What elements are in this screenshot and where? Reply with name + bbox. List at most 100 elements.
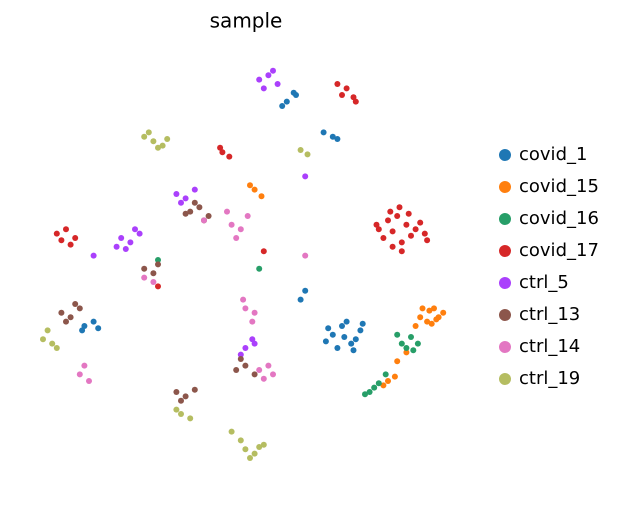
- point: [79, 327, 86, 334]
- point: [118, 235, 125, 241]
- point: [359, 320, 366, 327]
- point: [63, 318, 69, 325]
- point: [178, 199, 184, 206]
- point: [419, 305, 426, 312]
- point: [417, 314, 424, 321]
- point: [244, 213, 251, 219]
- point: [260, 248, 267, 255]
- legend-marker: [499, 277, 511, 289]
- point: [240, 296, 247, 303]
- point: [283, 98, 290, 105]
- point: [350, 347, 357, 354]
- point: [375, 380, 382, 387]
- point: [251, 371, 258, 378]
- point: [394, 331, 401, 338]
- point: [242, 362, 249, 369]
- point: [237, 351, 244, 358]
- point: [389, 243, 396, 250]
- point: [352, 336, 359, 343]
- point: [412, 226, 419, 233]
- point: [67, 241, 74, 248]
- legend-marker: [499, 341, 511, 353]
- point: [178, 397, 184, 404]
- legend-label: covid_15: [519, 176, 599, 197]
- point: [279, 103, 286, 109]
- point: [44, 327, 51, 334]
- point: [408, 334, 414, 340]
- point: [219, 149, 226, 156]
- legend-marker: [499, 181, 511, 193]
- point: [352, 98, 359, 105]
- point: [424, 318, 431, 325]
- point: [357, 327, 364, 334]
- point: [81, 362, 88, 369]
- point: [260, 441, 267, 448]
- point: [414, 340, 421, 347]
- point: [63, 226, 69, 233]
- point: [256, 265, 263, 272]
- point: [398, 248, 405, 255]
- point: [217, 144, 224, 151]
- point: [191, 186, 198, 193]
- point: [339, 92, 345, 98]
- point: [122, 246, 129, 252]
- point: [249, 336, 256, 343]
- point: [302, 173, 309, 180]
- point: [260, 375, 267, 382]
- point: [127, 239, 134, 246]
- point: [141, 265, 148, 272]
- point: [141, 133, 148, 140]
- point: [362, 391, 368, 398]
- point: [155, 261, 161, 268]
- point: [226, 153, 233, 160]
- point: [191, 199, 198, 206]
- point: [389, 228, 396, 235]
- point: [72, 301, 79, 307]
- point: [265, 362, 272, 369]
- point: [187, 208, 194, 215]
- point: [256, 76, 263, 83]
- point: [237, 437, 244, 444]
- chart-title: sample: [210, 9, 283, 33]
- point: [58, 309, 65, 316]
- point: [428, 320, 435, 327]
- point: [339, 323, 345, 329]
- point: [440, 309, 447, 316]
- point: [49, 340, 56, 347]
- point: [90, 252, 97, 259]
- legend-label: ctrl_13: [519, 304, 580, 325]
- point: [320, 129, 327, 136]
- point: [187, 415, 194, 422]
- point: [380, 382, 387, 389]
- point: [260, 85, 267, 92]
- point: [270, 371, 276, 378]
- point: [329, 331, 336, 338]
- point: [385, 217, 391, 224]
- point: [182, 195, 189, 202]
- point: [173, 389, 180, 395]
- point: [90, 318, 97, 325]
- point: [290, 89, 297, 96]
- point: [155, 144, 161, 151]
- point: [251, 340, 258, 347]
- point: [164, 136, 171, 142]
- point: [431, 305, 437, 312]
- legend-marker: [499, 245, 511, 257]
- point: [412, 323, 419, 329]
- point: [173, 406, 180, 413]
- point: [178, 411, 184, 417]
- point: [247, 455, 253, 461]
- point: [334, 81, 341, 87]
- point: [67, 314, 74, 321]
- point: [426, 307, 433, 314]
- point: [304, 151, 311, 158]
- point: [396, 204, 403, 211]
- point: [350, 94, 357, 101]
- point: [40, 336, 46, 343]
- point: [81, 323, 88, 329]
- point: [371, 384, 378, 391]
- point: [265, 72, 272, 79]
- point: [403, 221, 410, 228]
